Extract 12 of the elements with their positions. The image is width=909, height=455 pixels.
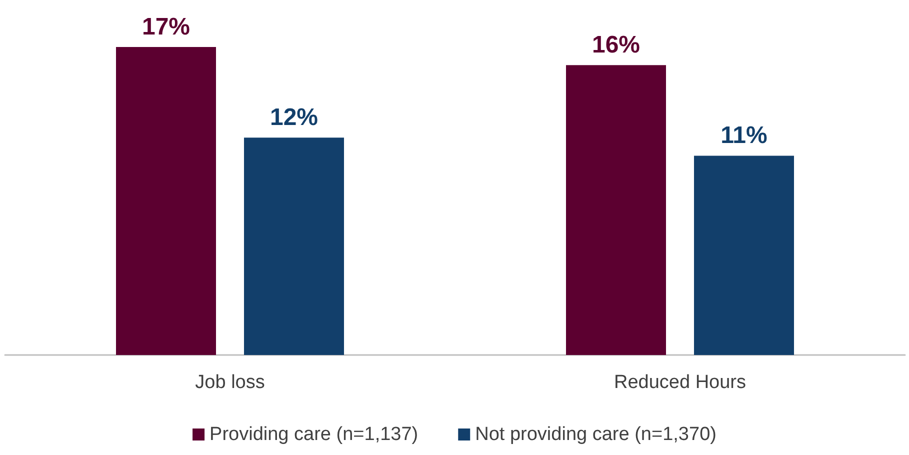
data-label: 17% xyxy=(142,14,190,40)
data-label: 11% xyxy=(720,122,768,150)
bar xyxy=(566,65,666,355)
data-label: 12% xyxy=(270,104,318,132)
bar xyxy=(694,156,794,355)
data-label: 16% xyxy=(592,32,640,59)
bar xyxy=(116,47,216,355)
x-tick-label: Job loss xyxy=(195,372,265,393)
legend-label: Providing care (n=1,137) xyxy=(210,424,418,445)
bar xyxy=(244,138,344,355)
legend-label: Not providing care (n=1,370) xyxy=(475,424,716,445)
x-tick-label: Reduced Hours xyxy=(614,372,746,393)
